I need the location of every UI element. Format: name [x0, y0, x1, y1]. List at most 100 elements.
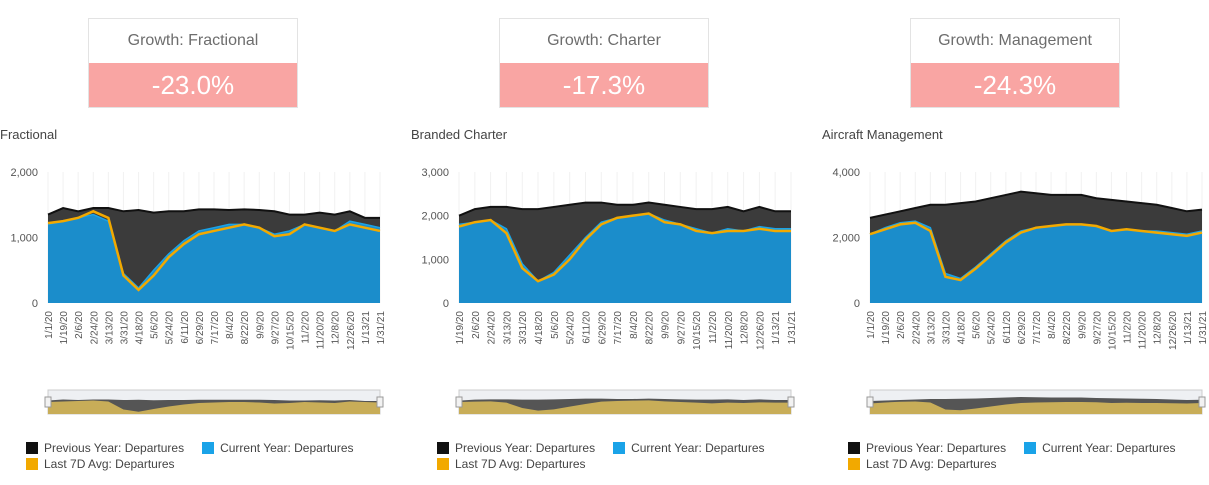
- x-tick-label: 1/31/21: [376, 311, 387, 345]
- x-tick-label: 6/29/20: [597, 311, 608, 345]
- chart-title-fractional: Fractional: [0, 127, 58, 142]
- legend-item-current[interactable]: Current Year: Departures: [1024, 441, 1176, 455]
- chart-title-management: Aircraft Management: [822, 127, 943, 142]
- x-tick-label: 12/26/20: [1168, 311, 1179, 350]
- legend-item-previous[interactable]: Previous Year: Departures: [26, 441, 184, 455]
- legend-item-previous[interactable]: Previous Year: Departures: [848, 441, 1006, 455]
- legend-item-previous[interactable]: Previous Year: Departures: [437, 441, 595, 455]
- legend-label: Last 7D Avg: Departures: [44, 457, 175, 471]
- x-tick-label: 9/9/20: [661, 311, 672, 339]
- x-tick-label: 1/13/21: [361, 311, 372, 345]
- chart-title-charter: Branded Charter: [411, 127, 508, 142]
- navigator-handle-right: [1198, 396, 1206, 408]
- y-tick-label: 3,000: [421, 167, 449, 179]
- legend-label: Previous Year: Departures: [44, 441, 185, 455]
- management-chart[interactable]: 0 2,000 4,000 1/1/20 1/19/20 2/6/20 2/24/20 3/1…: [822, 160, 1209, 430]
- fractional-chart[interactable]: 0 1,000 2,000 1/1/20 1/19/20 2/6/20 2/24/20 3/1…: [0, 160, 390, 430]
- legend-label: Current Year: Departures: [220, 441, 354, 455]
- kpi-title: Growth: Charter: [547, 32, 661, 49]
- x-tick-label: 6/11/20: [1002, 311, 1013, 344]
- x-tick-label: 2/24/20: [487, 311, 498, 345]
- x-tick-label: 11/2/20: [1123, 311, 1134, 344]
- kpi-card-management: Growth: Management -24.3%: [910, 18, 1120, 108]
- x-tick-label: 1/31/21: [1198, 311, 1209, 345]
- legend-label: Current Year: Departures: [1042, 441, 1176, 455]
- x-tick-label: 4/18/20: [957, 311, 968, 345]
- current-year-area: [870, 221, 1202, 303]
- x-tick-label: 8/4/20: [1047, 311, 1058, 339]
- swatch-avg: [848, 458, 860, 470]
- x-tick-label: 3/31/20: [518, 311, 529, 345]
- kpi-value: -23.0%: [89, 63, 297, 107]
- swatch-previous: [437, 442, 449, 454]
- navigator-handle-left: [44, 396, 52, 408]
- x-tick-label: 2/6/20: [74, 311, 85, 339]
- y-tick-label: 4,000: [832, 167, 860, 179]
- navigator-handle-left: [455, 396, 463, 408]
- x-tick-label: 11/20/20: [316, 311, 327, 350]
- x-tick-label: 12/8/20: [1153, 311, 1164, 345]
- legend-management: Previous Year: Departures Current Year: …: [848, 440, 1194, 472]
- x-tick-label: 1/13/21: [771, 311, 782, 345]
- x-tick-label: 5/24/20: [987, 311, 998, 345]
- charter-chart[interactable]: 0 1,000 2,000 3,000 1/19/20 2/6/20 2/24/20 3/13…: [411, 160, 801, 430]
- x-tick-label: 1/19/20: [455, 311, 466, 345]
- avg-line: [869, 221, 1203, 282]
- avg-line: [47, 209, 381, 292]
- legend-label: Previous Year: Departures: [866, 441, 1007, 455]
- x-tick-label: 6/11/20: [180, 311, 191, 344]
- x-tick-label: 12/26/20: [346, 311, 357, 350]
- legend-label: Previous Year: Departures: [455, 441, 596, 455]
- swatch-avg: [437, 458, 449, 470]
- x-tick-label: 4/18/20: [534, 311, 545, 345]
- legend-item-current[interactable]: Current Year: Departures: [202, 441, 354, 455]
- previous-year-line: [869, 190, 1203, 219]
- x-tick-label: 3/13/20: [502, 311, 513, 345]
- legend-fractional: Previous Year: Departures Current Year: …: [26, 440, 372, 472]
- x-tick-label: 3/13/20: [104, 311, 115, 345]
- kpi-title: Growth: Management: [938, 32, 1092, 49]
- legend-item-avg[interactable]: Last 7D Avg: Departures: [26, 457, 175, 471]
- previous-year-line: [458, 201, 791, 217]
- y-tick-label: 2,000: [832, 233, 860, 245]
- x-tick-label: 11/2/20: [301, 311, 312, 344]
- legend-item-current[interactable]: Current Year: Departures: [613, 441, 765, 455]
- x-tick-label: 9/9/20: [1077, 311, 1088, 339]
- legend-label: Current Year: Departures: [631, 441, 765, 455]
- x-tick-label: 9/9/20: [255, 311, 266, 339]
- x-tick-label: 5/6/20: [150, 311, 161, 339]
- x-tick-label: 12/8/20: [740, 311, 751, 345]
- x-tick-label: 8/22/20: [240, 311, 251, 345]
- avg-line: [458, 212, 791, 283]
- x-tick-label: 11/2/20: [708, 311, 719, 344]
- swatch-current: [1024, 442, 1037, 454]
- legend-item-avg[interactable]: Last 7D Avg: Departures: [848, 457, 997, 471]
- navigator-current-area: [48, 400, 380, 414]
- x-tick-label: 6/29/20: [195, 311, 206, 345]
- navigator-handle-right: [787, 396, 795, 408]
- x-tick-label: 5/24/20: [566, 311, 577, 345]
- swatch-current: [613, 442, 626, 454]
- x-tick-label: 7/17/20: [1032, 311, 1043, 345]
- legend-item-avg[interactable]: Last 7D Avg: Departures: [437, 457, 586, 471]
- kpi-title: Growth: Fractional: [127, 32, 259, 49]
- x-tick-label: 8/22/20: [645, 311, 656, 345]
- y-tick-label: 1,000: [421, 254, 449, 266]
- x-tick-label: 9/27/20: [676, 311, 687, 345]
- x-tick-label: 3/31/20: [941, 311, 952, 345]
- x-tick-label: 2/24/20: [89, 311, 100, 345]
- x-tick-label: 6/11/20: [581, 311, 592, 344]
- legend-label: Last 7D Avg: Departures: [455, 457, 586, 471]
- x-tick-label: 1/13/21: [1183, 311, 1194, 345]
- x-tick-label: 7/17/20: [613, 311, 624, 345]
- x-tick-label: 12/26/20: [755, 311, 766, 350]
- navigator-current-area: [459, 400, 791, 414]
- x-tick-label: 9/27/20: [1092, 311, 1103, 345]
- kpi-value: -24.3%: [911, 63, 1119, 107]
- x-tick-label: 1/31/21: [787, 311, 798, 345]
- x-tick-label: 10/15/20: [1107, 311, 1118, 350]
- x-tick-label: 5/24/20: [165, 311, 176, 345]
- y-tick-label: 2,000: [10, 167, 38, 179]
- x-tick-label: 4/18/20: [135, 311, 146, 345]
- x-tick-label: 5/6/20: [972, 311, 983, 339]
